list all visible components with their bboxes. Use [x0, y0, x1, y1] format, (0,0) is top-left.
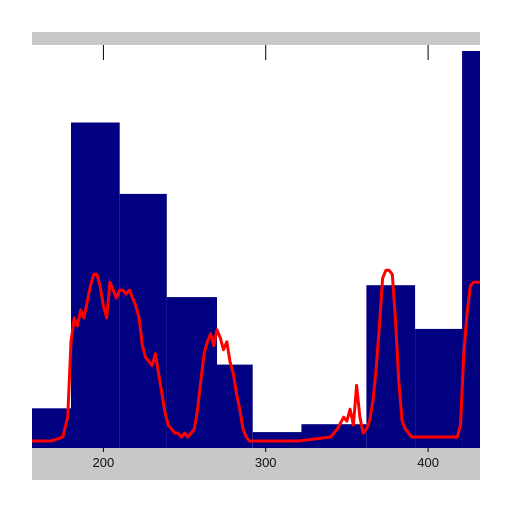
- signal-line: [32, 268, 480, 443]
- histogram-bar-6: [301, 424, 367, 448]
- bars-layer: [32, 51, 480, 448]
- histogram-bar-7: [366, 285, 416, 448]
- histogram-bar-3: [166, 297, 217, 448]
- bottom-axis-band: [32, 448, 480, 480]
- x-tick-label-1: 300: [255, 455, 277, 470]
- histogram-bar-9: [462, 51, 480, 448]
- x-tick-label-2: 400: [417, 455, 439, 470]
- histogram-bar-2: [119, 193, 167, 448]
- x-tick-label-0: 200: [93, 455, 115, 470]
- ticks-layer: 200 300 400: [93, 45, 439, 470]
- top-axis-band: [32, 32, 480, 45]
- histogram-bar-8: [415, 328, 463, 448]
